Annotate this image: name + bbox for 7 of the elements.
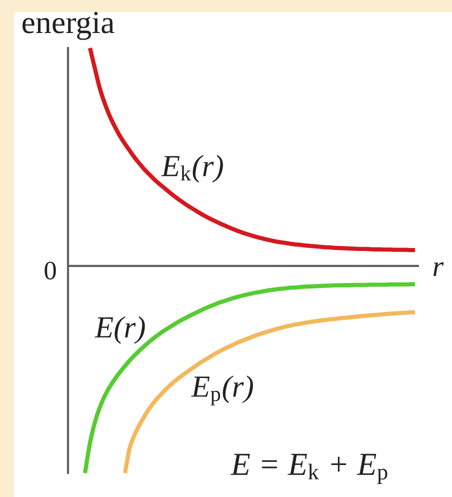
series-label: E$_{p}$(r) bbox=[191, 375, 253, 406]
series-label: E(r) bbox=[94, 316, 145, 344]
text: 0 bbox=[44, 262, 56, 280]
y-axis-title: energia bbox=[22, 12, 114, 40]
series-label: E$_{k}$(r) bbox=[161, 154, 223, 183]
annotation: E = E$_{k}$ + E$_{p}$ bbox=[230, 454, 388, 484]
x-axis-title: r bbox=[433, 262, 444, 276]
